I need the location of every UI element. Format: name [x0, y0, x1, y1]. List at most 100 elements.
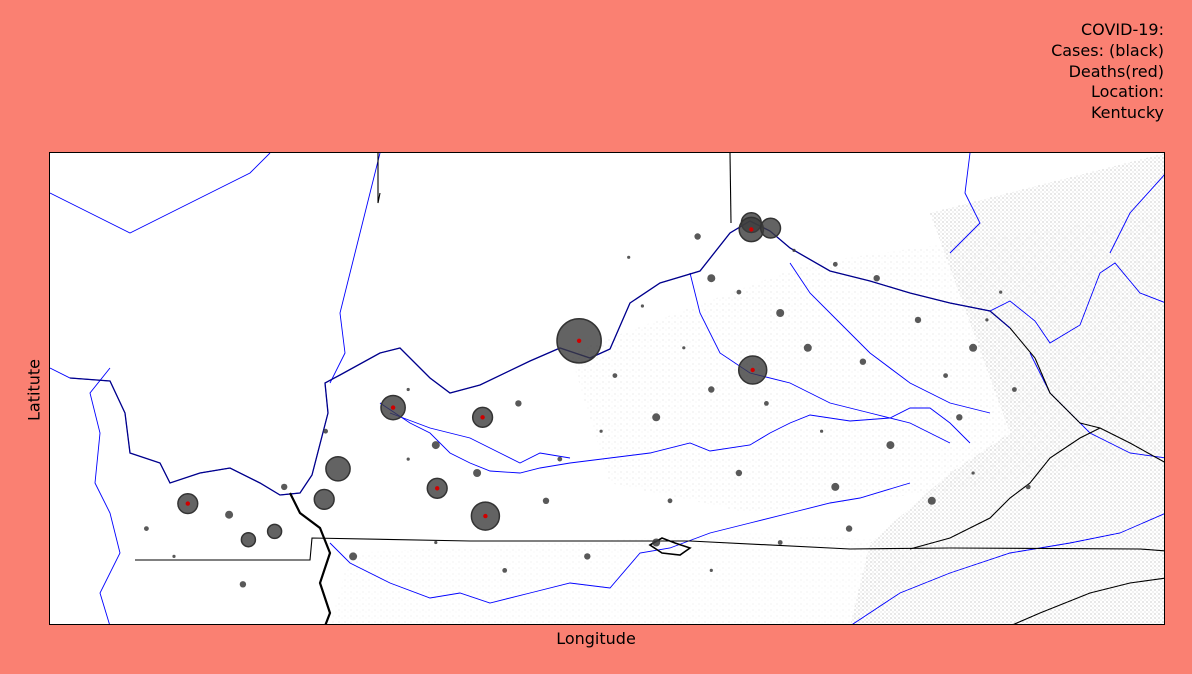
- case-marker-small: [502, 568, 508, 573]
- case-marker-small: [927, 496, 936, 505]
- case-marker-small: [144, 526, 149, 531]
- indiana-ohio-border: [729, 153, 732, 224]
- case-marker-small: [971, 471, 975, 475]
- licking-river: [789, 262, 991, 414]
- tennessee-river: [329, 482, 911, 604]
- case-marker-small: [612, 373, 618, 378]
- case-marker-small: [406, 457, 410, 461]
- death-marker: [749, 227, 754, 232]
- mississippi-river: [89, 367, 121, 624]
- legend-title: COVID-19:: [1081, 20, 1164, 39]
- case-marker-small: [225, 510, 234, 519]
- case-marker: [325, 455, 351, 482]
- kentucky-virginia-border: [909, 427, 1164, 550]
- case-marker-small: [1012, 387, 1017, 392]
- case-marker-small: [652, 538, 661, 547]
- case-marker-small: [1025, 484, 1031, 490]
- kentucky-map: [50, 153, 1164, 624]
- green-river: [389, 412, 571, 464]
- legend-deaths: Deaths(red): [1068, 61, 1164, 81]
- death-marker: [480, 415, 485, 420]
- case-marker-small: [845, 525, 853, 532]
- case-marker-small: [406, 387, 410, 392]
- case-marker-small: [599, 429, 603, 433]
- case-marker-small: [999, 290, 1003, 294]
- kentucky-westvirginia-border: [1009, 327, 1101, 429]
- case-marker-small: [542, 497, 550, 504]
- case-marker-small: [873, 275, 880, 282]
- case-marker-small: [349, 552, 358, 561]
- wabash-river: [329, 153, 381, 384]
- case-marker-small: [172, 554, 176, 558]
- case-marker-small: [943, 373, 948, 378]
- case-marker-small: [736, 289, 742, 295]
- case-marker-small: [776, 309, 785, 317]
- case-marker-small: [652, 413, 661, 422]
- map-frame: [49, 152, 1165, 625]
- case-marker-small: [323, 428, 328, 434]
- lake-barkley-border: [648, 537, 692, 556]
- tennessee-virginia-border: [1013, 577, 1164, 624]
- state-borders: [69, 153, 1164, 624]
- case-marker: [759, 217, 782, 239]
- case-marker-small: [473, 469, 482, 477]
- case-marker-small: [914, 316, 922, 324]
- case-marker-small: [694, 233, 701, 240]
- case-marker-small: [708, 386, 715, 393]
- case-marker-small: [709, 568, 713, 572]
- case-marker-small: [792, 248, 796, 252]
- case-marker-small: [832, 261, 838, 267]
- illinois-indiana-border: [377, 153, 381, 204]
- x-axis-label: Longitude: [556, 629, 636, 648]
- death-marker: [576, 338, 582, 343]
- death-marker: [435, 486, 440, 491]
- case-marker-small: [735, 469, 743, 477]
- case-marker-small: [431, 441, 440, 450]
- terrain-hills: [570, 213, 1164, 513]
- case-marker-small: [956, 414, 963, 421]
- case-marker-small: [239, 581, 247, 588]
- covid-markers: [144, 211, 1031, 588]
- death-marker: [750, 367, 755, 373]
- rivers: [50, 153, 1164, 624]
- case-marker: [313, 488, 335, 511]
- case-marker-small: [640, 304, 645, 308]
- case-marker-small: [831, 482, 840, 491]
- case-marker-small: [764, 401, 769, 406]
- northern-tributary-2: [1109, 174, 1164, 254]
- death-marker: [390, 405, 396, 410]
- case-marker-small: [707, 274, 716, 283]
- case-marker-small: [985, 318, 989, 322]
- case-marker-small: [627, 255, 631, 259]
- case-marker-small: [859, 358, 867, 365]
- case-marker-small: [434, 540, 438, 545]
- southern-tributary: [852, 513, 1164, 624]
- ohio-river-border: [69, 220, 1011, 496]
- kentucky-tennessee-border: [135, 537, 1164, 561]
- death-marker: [483, 513, 488, 519]
- kentucky-river: [689, 272, 951, 444]
- case-marker-small: [969, 343, 978, 352]
- case-marker-small: [777, 540, 783, 545]
- case-marker-small: [281, 483, 288, 491]
- case-marker-small: [820, 429, 824, 433]
- case-marker-small: [682, 346, 686, 350]
- legend-location-label: Location:: [1090, 82, 1164, 102]
- case-marker-small: [584, 553, 591, 560]
- cumberland-river: [379, 402, 971, 474]
- case-marker: [240, 531, 257, 548]
- case-marker: [266, 523, 283, 540]
- legend: COVID-19: Cases: (black) Deaths(red) Loc…: [1051, 20, 1164, 124]
- legend-cases: Cases: (black): [1051, 40, 1164, 60]
- northern-tributary-1: [949, 153, 981, 254]
- death-marker: [185, 501, 190, 506]
- case-marker-small: [667, 498, 673, 504]
- case-marker-small: [557, 456, 563, 462]
- case-marker-small: [803, 343, 812, 352]
- case-marker-small: [515, 400, 522, 407]
- illinois-tributary: [50, 153, 271, 234]
- legend-location: Kentucky: [1090, 103, 1164, 123]
- case-marker-small: [886, 441, 895, 450]
- y-axis-label: Latitute: [24, 359, 44, 421]
- kentucky-bend-border: [289, 492, 332, 624]
